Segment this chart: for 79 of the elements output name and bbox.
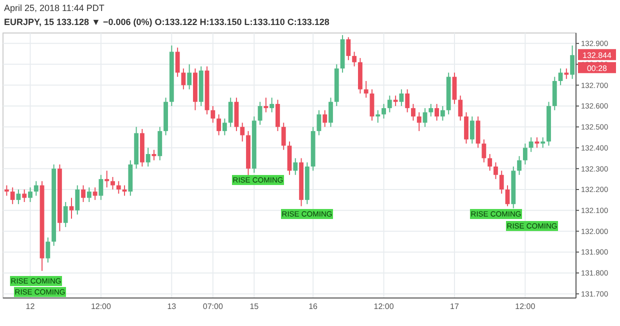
candlestick [281,122,286,150]
x-tick-label: 12 [26,302,36,311]
text: 132.844 [582,50,612,60]
candlestick [16,188,21,205]
candlestick [92,186,98,200]
candlestick [34,180,38,196]
candlestick [558,68,563,86]
candlestick [399,88,404,107]
x-tick-label: 15 [250,302,260,311]
candlestick [405,88,410,113]
candlestick [322,110,328,128]
candlestick [499,170,504,194]
candlestick [181,68,186,90]
candlestick [146,147,150,168]
candlestick [540,136,546,148]
x-tick-label: 12:00 [515,302,536,311]
candlestick [210,106,216,124]
candlestick [458,95,463,122]
candlestick [346,36,351,61]
candlestick [22,188,27,203]
candlestick [175,47,180,78]
candlestick [440,106,445,122]
candlestick [86,186,92,203]
candlestick [46,236,50,264]
candlestick [476,116,480,148]
candlestick [522,143,528,165]
candlestick [428,103,434,117]
candlestick [416,112,422,132]
candlestick [376,110,380,124]
candlestick [517,156,522,176]
candlestick [494,162,498,180]
candlestick [81,184,86,203]
candlestick [570,45,575,80]
candlestick [75,184,80,216]
candlestick [482,138,486,163]
candlestick [387,95,392,113]
candlestick [240,122,245,142]
candlestick [352,51,357,67]
x-tick-label: 16 [308,302,318,311]
candlestick [4,184,9,196]
candlestick [564,68,569,80]
candlestick [393,95,398,107]
candlestick [293,158,298,176]
candlestick [116,180,121,194]
candlestick [187,64,192,90]
candlestick [464,112,468,144]
candlestick [228,97,233,128]
candlestick [328,97,333,128]
candlestick [216,114,222,136]
candlestick [528,136,534,152]
candlestick [98,174,104,200]
x-tick-label: 13 [167,302,177,311]
candlestick [270,97,274,113]
candlestick [411,103,416,122]
candlestick [364,80,368,98]
x-tick-label: 17 [450,302,460,311]
candlestick [452,72,457,104]
chart-title: EURJPY, 15 133.128 ▼ −0.006 (0%) O:133.122 H:133.150 L:133.110 C:133.128 [4,17,330,27]
candlestick [63,202,68,228]
candlestick [370,88,374,122]
candlestick [69,197,74,220]
chart-subtitle: April 25, 2018 11:44 PDT [4,3,105,13]
candlestick [470,116,474,144]
x-tick-label: 12:00 [374,302,394,311]
x-tick-label: 12:00 [90,302,112,311]
candlestick [488,154,492,172]
x-tick-label: 07:00 [202,302,224,311]
candlestick [434,103,440,122]
candlestick [276,99,280,132]
candlestick [258,101,262,126]
candlestick [264,97,268,113]
candlestick [28,186,32,203]
candlestick [222,118,227,136]
candlestick [104,170,110,188]
candlestick [110,176,115,190]
candlestick [10,186,15,205]
candlestick [382,103,386,120]
candlestick [505,184,510,207]
text: 00:28 [586,64,608,73]
